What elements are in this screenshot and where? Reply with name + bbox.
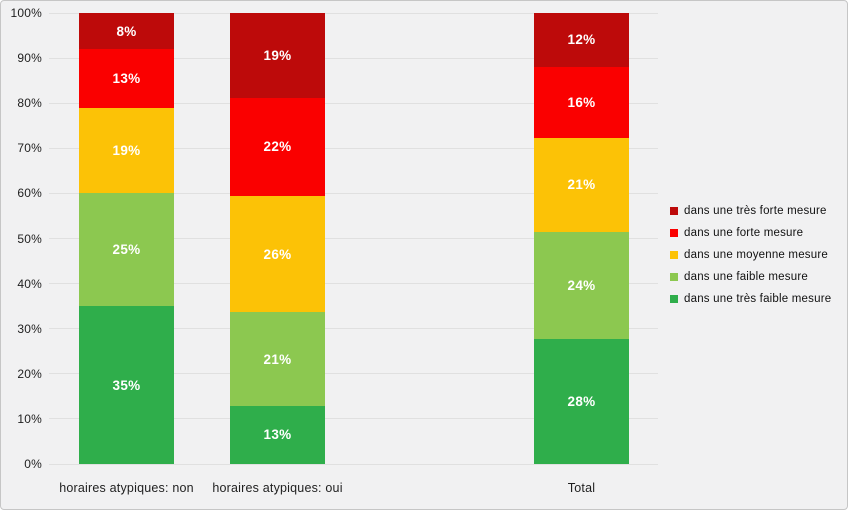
legend-item-label: dans une forte mesure [684, 227, 804, 239]
y-axis-tick-label: 30% [17, 321, 42, 336]
gridline [49, 238, 658, 239]
bar-segment-label: 21% [567, 177, 596, 193]
gridline [49, 283, 658, 285]
bar-segment-label: 26% [263, 246, 292, 262]
x-axis-category-label: horaires atypiques: non [59, 481, 194, 495]
legend-color-swatch [670, 295, 678, 303]
y-axis-tick-label: 70% [17, 141, 42, 156]
x-axis-category-label: horaires atypiques: oui [212, 481, 343, 495]
bar-segment[interactable]: 13% [230, 405, 325, 464]
legend-item-label: dans une moyenne mesure [684, 249, 828, 261]
bar-segment-label: 16% [567, 94, 596, 110]
legend-item-label: dans une très forte mesure [684, 205, 827, 217]
stacked-bar: 28% 24% 21% 16% 12% [534, 13, 629, 464]
bar-segment[interactable]: 19% [79, 107, 174, 194]
y-axis-tick-label: 80% [17, 96, 42, 111]
bar-segment[interactable]: 22% [230, 97, 325, 197]
bar-segment[interactable]: 26% [230, 196, 325, 313]
gridline [49, 147, 658, 149]
bar-segment[interactable]: 19% [230, 13, 325, 98]
bar-segment-label: 12% [567, 32, 596, 48]
legend-color-swatch [670, 251, 678, 259]
bar-segment-label: 8% [116, 23, 137, 39]
y-axis-tick-label: 10% [17, 411, 42, 426]
bar-segment-label: 19% [112, 143, 141, 159]
gridline [49, 373, 658, 375]
legend-item[interactable]: dans une faible mesure [670, 266, 831, 288]
gridline [49, 328, 658, 330]
gridline [49, 57, 658, 59]
bar-segment-label: 21% [263, 351, 292, 367]
bar-segment[interactable]: 21% [230, 312, 325, 406]
bar-segment-label: 24% [567, 277, 596, 293]
y-axis-tick-label: 0% [24, 457, 42, 471]
bar-segment[interactable]: 25% [79, 193, 174, 307]
legend: dans une très forte mesure dans une forte… [670, 200, 831, 310]
bar-segment-label: 13% [263, 427, 292, 443]
bar-segment[interactable]: 8% [79, 13, 174, 50]
bar-segment-label: 28% [567, 393, 596, 409]
bar-segment-label: 25% [112, 242, 141, 258]
legend-item[interactable]: dans une moyenne mesure [670, 244, 831, 266]
gridline [49, 463, 658, 465]
bar-segment-label: 35% [112, 377, 141, 393]
plot-area: 35% 25% 19% 13% 8% 13% 21% 26% 22% 19% 28% 24% 21% 16… [49, 12, 658, 465]
bar-segment-label: 19% [263, 47, 292, 63]
legend-color-swatch [670, 229, 678, 237]
stacked-bar: 13% 21% 26% 22% 19% [230, 13, 325, 464]
y-axis-tick-label: 100% [10, 6, 42, 20]
x-axis-category-label: Total [567, 481, 596, 495]
bar-segment[interactable]: 21% [534, 138, 629, 232]
bar-segment[interactable]: 16% [534, 66, 629, 139]
legend-color-swatch [670, 273, 678, 281]
legend-color-swatch [670, 207, 678, 215]
y-axis-tick-label: 50% [17, 231, 42, 246]
y-axis-tick-label: 90% [17, 51, 42, 66]
bar-segment-label: 13% [112, 70, 141, 86]
bar-segment[interactable]: 28% [534, 338, 629, 464]
legend-item-label: dans une faible mesure [684, 271, 808, 283]
gridline [49, 102, 658, 104]
legend-item[interactable]: dans une très faible mesure [670, 288, 831, 310]
gridline [49, 418, 658, 420]
legend-item[interactable]: dans une très forte mesure [670, 200, 831, 222]
legend-item-label: dans une très faible mesure [684, 293, 832, 305]
bar-segment-label: 22% [263, 139, 292, 155]
y-axis-tick-label: 40% [17, 276, 42, 291]
stacked-bar: 35% 25% 19% 13% 8% [79, 13, 174, 464]
bar-segment[interactable]: 35% [79, 306, 174, 464]
gridline [49, 192, 658, 194]
bar-segment[interactable]: 24% [534, 231, 629, 339]
y-axis-tick-label: 60% [17, 186, 42, 201]
legend-item[interactable]: dans une forte mesure [670, 222, 831, 244]
bar-segment[interactable]: 13% [79, 49, 174, 108]
gridline [49, 12, 658, 14]
y-axis-tick-label: 20% [17, 366, 42, 381]
bar-segment[interactable]: 12% [534, 13, 629, 67]
